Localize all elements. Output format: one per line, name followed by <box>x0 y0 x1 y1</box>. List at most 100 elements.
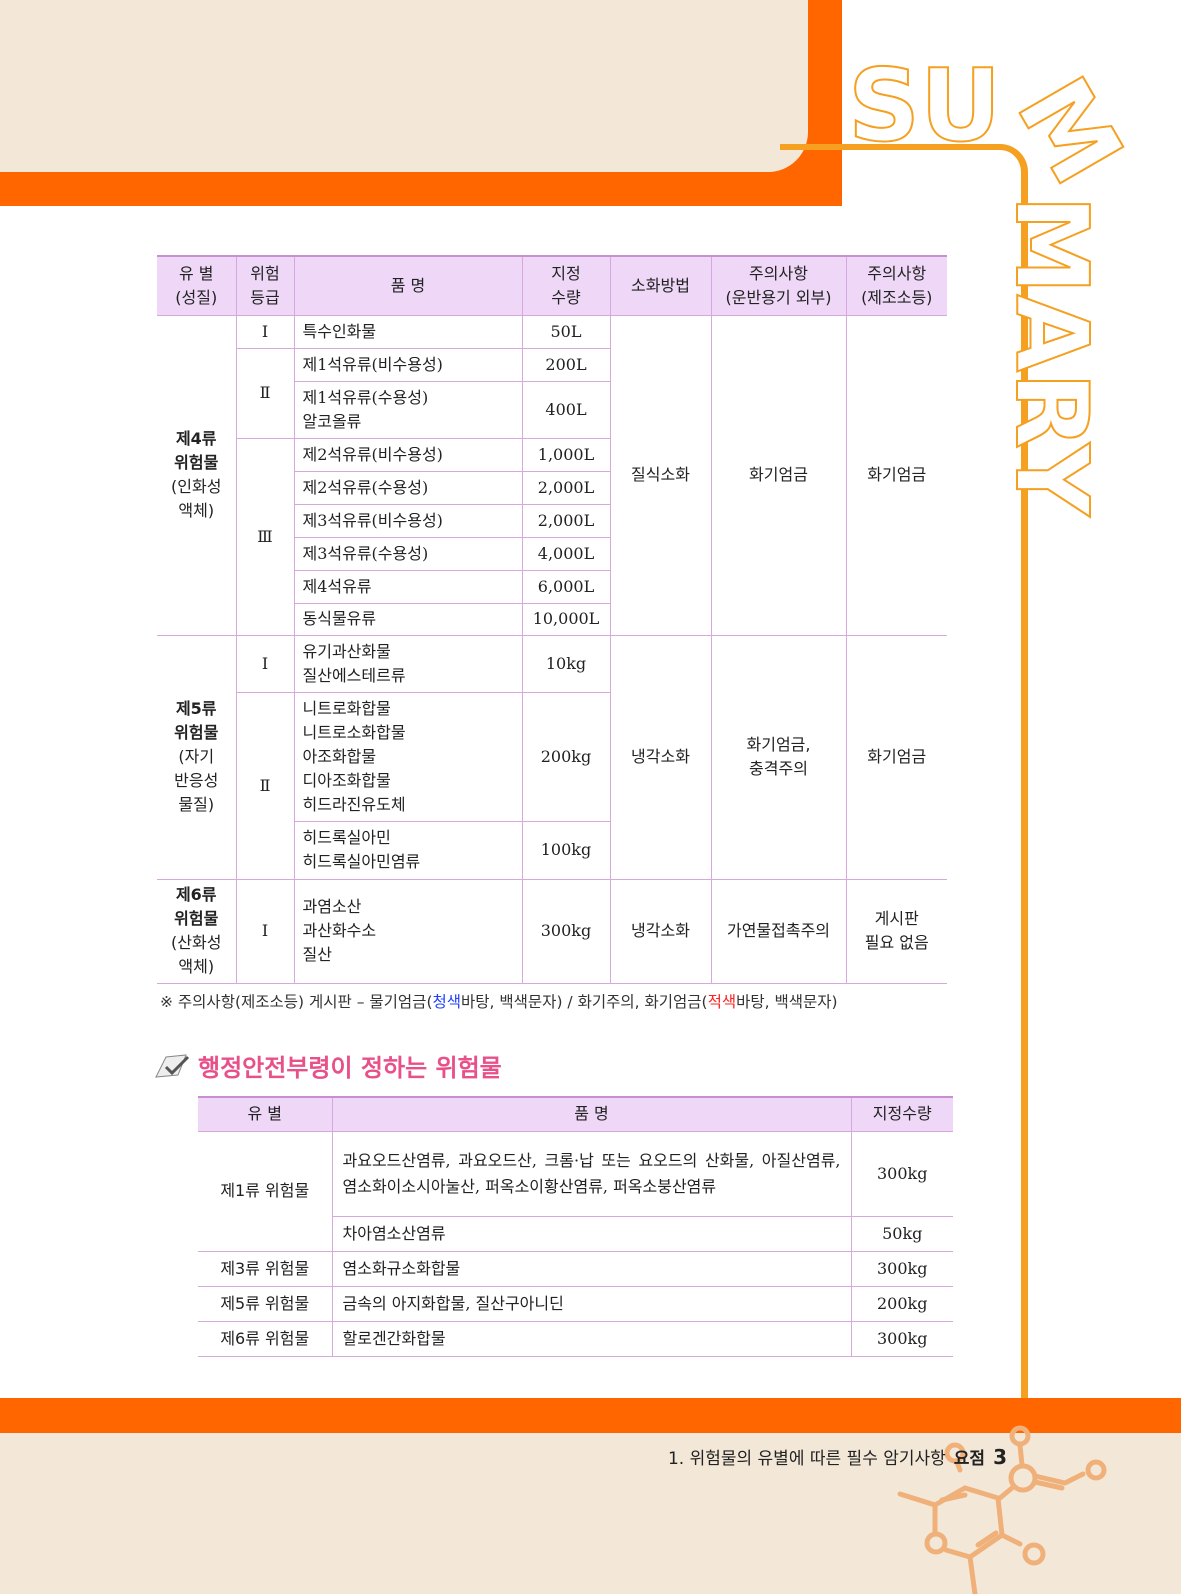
table-row: 제3석유류(비수용성) 2,000L <box>157 503 947 538</box>
type-cell: 제5류 위험물 <box>198 1285 333 1322</box>
type-name: 제6류 위험물 <box>174 885 219 928</box>
page-number: 3 <box>993 1445 1007 1469</box>
caution-facility: 화기엄금 <box>845 314 947 636</box>
header-panel <box>0 0 808 172</box>
table-row: 제1류 위험물 과요오드산염류, 과요오드산, 크롬·납 또는 요오드의 산화물,… <box>198 1130 953 1252</box>
type-property: (자기 반응성 물질) <box>174 747 219 814</box>
item-name: 염소화규소화합물 <box>331 1250 852 1287</box>
table-row: 제1석유류(수용성) 알코올류 400L <box>157 380 947 439</box>
header-band <box>0 0 842 206</box>
type-cell: 제3류 위험물 <box>198 1250 333 1287</box>
designated-quantity: 2,000L <box>521 470 610 505</box>
item-name: 금속의 아지화합물, 질산구아니딘 <box>331 1285 852 1322</box>
column-header: 지정 수량 <box>521 255 611 316</box>
molecule-icon <box>897 1425 1107 1594</box>
grade-cell: Ⅰ <box>235 878 295 984</box>
page-footer: 1. 위험물의 유별에 따른 필수 암기사항 요점 3 <box>668 1444 1007 1469</box>
item-name: 할로겐간화합물 <box>331 1320 852 1357</box>
type-cell: 제1류 위험물 <box>198 1130 333 1252</box>
column-header: 유 별 (성질) <box>157 255 237 316</box>
item-name: 유기과산화물 질산에스테르류 <box>293 634 523 693</box>
summary-logo-su: SU <box>848 47 1001 164</box>
table-row: 제4석유류 6,000L <box>157 569 947 604</box>
item-name: 제1석유류(비수용성) <box>293 347 523 382</box>
grade-cell: Ⅲ <box>236 437 295 636</box>
footer-band <box>0 1398 1181 1433</box>
item-name: 제2석유류(비수용성) <box>293 437 523 472</box>
column-header: 지정수량 <box>850 1096 953 1132</box>
designated-quantity: 4,000L <box>521 536 610 571</box>
hazmat-table: 유 별 (성질) 위험 등급 품 명 지정 수량 소화방법 주의사항 (운반용기 외부) 주… <box>157 255 947 984</box>
checklist-icon <box>155 1053 190 1078</box>
summary-logo-mary: MARY <box>993 195 1110 517</box>
item-name: 동식물유류 <box>294 602 523 636</box>
item-name: 제4석유류 <box>294 569 523 604</box>
table-row: 제2석유류(수용성) 2,000L <box>157 470 947 505</box>
column-header: 품 명 <box>293 255 523 316</box>
caution-container: 가연물접촉주의 <box>710 878 847 984</box>
extinguish-method: 냉각소화 <box>609 634 712 880</box>
grade-cell: Ⅱ <box>236 691 295 880</box>
grade-cell: Ⅰ <box>235 634 295 693</box>
item-name: 히드록실아민 히드록실아민염류 <box>294 820 523 880</box>
type-property: (인화성 액체) <box>171 477 222 520</box>
item-name: 제1석유류(수용성) 알코올류 <box>294 380 523 439</box>
column-header: 유 별 <box>198 1096 333 1132</box>
extinguish-method: 냉각소화 <box>609 878 712 984</box>
table-row: 제6류 위험물 (산화성 액체) Ⅰ 과염소산 과산화수소 질산 300kg 냉각소화 가연… <box>157 878 947 984</box>
column-header: 위험 등급 <box>235 255 295 316</box>
designated-quantity: 10,000L <box>521 602 610 636</box>
designated-quantity: 50L <box>521 314 611 349</box>
footer-chapter: 1. 위험물의 유별에 따른 필수 암기사항 <box>667 1449 946 1469</box>
designated-quantity: 200kg <box>521 691 610 822</box>
designated-quantity: 300kg <box>850 1320 953 1357</box>
type-name: 제4류 위험물 <box>174 429 219 472</box>
table-footnote: ※ 주의사항(제조소등) 게시판 – 물기엄금(청색바탕, 백색문자) / 화기… <box>160 993 838 1011</box>
table-row: 제3석유류(수용성) 4,000L <box>157 536 947 571</box>
designated-quantity: 400L <box>521 380 610 439</box>
type-name: 제5류 위험물 <box>174 699 219 742</box>
section-title: 행정안전부령이 정하는 위험물 <box>198 1054 502 1082</box>
section-heading: 행정안전부령이 정하는 위험물 <box>152 1048 502 1083</box>
table-row: 제3류 위험물 염소화규소화합물 300kg <box>198 1250 953 1287</box>
designated-quantity: 300kg <box>850 1130 953 1217</box>
item-name: 제3석유류(비수용성) <box>294 503 523 538</box>
type-cell: 제6류 위험물 <box>198 1320 333 1357</box>
item-name: 차아염소산염류 <box>332 1215 852 1252</box>
caution-container: 화기엄금 <box>710 314 847 636</box>
designated-quantity: 100kg <box>521 820 610 880</box>
summary-logo-m1: M <box>994 59 1145 204</box>
table-row: Ⅲ 제2석유류(비수용성) 1,000L <box>157 437 947 636</box>
extinguish-method: 질식소화 <box>609 314 712 636</box>
grade-cell: Ⅰ <box>235 314 295 349</box>
column-header: 주의사항 (제조소등) <box>845 255 947 316</box>
type-cell: 제4류 위험물 (인화성 액체) <box>157 314 237 636</box>
footer-panel <box>0 1433 1181 1594</box>
item-name: 특수인화물 <box>293 314 523 349</box>
table-row: 제4류 위험물 (인화성 액체) Ⅰ 특수인화물 50L 질식소화 화기엄금 화기엄금 <box>157 314 947 636</box>
item-name: 니트로화합물 니트로소화합물 아조화합물 디아조화합물 히드라진유도체 <box>293 691 523 822</box>
designated-quantity: 200L <box>521 347 610 382</box>
table-row: 제5류 위험물 금속의 아지화합물, 질산구아니딘 200kg <box>198 1285 953 1322</box>
type-cell: 제5류 위험물 (자기 반응성 물질) <box>157 634 237 880</box>
designated-quantity: 2,000L <box>521 503 610 538</box>
table-row: Ⅱ 니트로화합물 니트로소화합물 아조화합물 디아조화합물 히드라진유도체 200k… <box>157 691 947 880</box>
table-row: 히드록실아민 히드록실아민염류 100kg <box>157 820 947 880</box>
header-row: 유 별 (성질) 위험 등급 품 명 지정 수량 소화방법 주의사항 (운반용기 외부) 주… <box>157 255 947 316</box>
item-name: 과염소산 과산화수소 질산 <box>293 878 523 984</box>
item-name: 제2석유류(수용성) <box>294 470 523 505</box>
table-row: 제6류 위험물 할로겐간화합물 300kg <box>198 1320 953 1357</box>
designated-quantity: 300kg <box>850 1250 953 1287</box>
column-header: 품 명 <box>331 1096 852 1132</box>
designated-quantity: 6,000L <box>521 569 610 604</box>
designated-quantity: 200kg <box>850 1285 953 1322</box>
caution-container: 화기엄금, 충격주의 <box>710 634 847 880</box>
caution-facility: 화기엄금 <box>845 634 947 880</box>
table-row: Ⅱ 제1석유류(비수용성) 200L <box>157 347 947 439</box>
grade-cell: Ⅱ <box>236 347 295 439</box>
table-row: 차아염소산염류 50kg <box>198 1215 953 1252</box>
table-row: 동식물유류 10,000L <box>157 602 947 636</box>
